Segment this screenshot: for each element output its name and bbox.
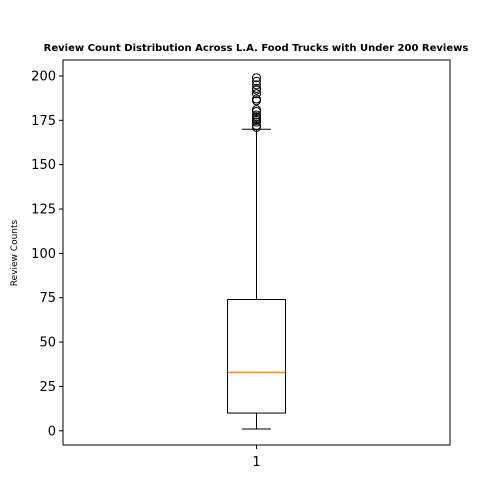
outlier-point bbox=[252, 105, 261, 115]
chart-title: Review Count Distribution Across L.A. Fo… bbox=[44, 43, 469, 54]
y-tick-label: 125 bbox=[31, 203, 56, 218]
y-tick-label: 175 bbox=[31, 114, 56, 129]
box-iqr bbox=[227, 299, 286, 414]
outlier-point bbox=[252, 83, 261, 93]
y-tick-label: 100 bbox=[31, 247, 56, 262]
y-tick-label: 75 bbox=[39, 291, 56, 306]
outlier-point bbox=[252, 121, 261, 131]
y-tick-label: 150 bbox=[31, 158, 56, 173]
y-tick-label: 200 bbox=[31, 69, 56, 84]
outlier-point bbox=[252, 89, 261, 99]
outlier-point bbox=[252, 94, 261, 104]
y-tick-label: 50 bbox=[39, 336, 56, 351]
y-axis-label: Review Counts bbox=[10, 219, 20, 286]
outlier-point bbox=[252, 73, 261, 83]
y-tick-label: 25 bbox=[39, 380, 56, 395]
outlier-point bbox=[252, 80, 261, 90]
x-tick-label: 1 bbox=[252, 455, 260, 470]
outlier-point bbox=[252, 76, 261, 86]
outlier-point bbox=[252, 110, 261, 120]
axes: 0 25 50 75 100 125 150 175 200 1 bbox=[31, 69, 260, 470]
plot-area bbox=[227, 73, 286, 430]
y-tick-label: 0 bbox=[48, 424, 56, 439]
